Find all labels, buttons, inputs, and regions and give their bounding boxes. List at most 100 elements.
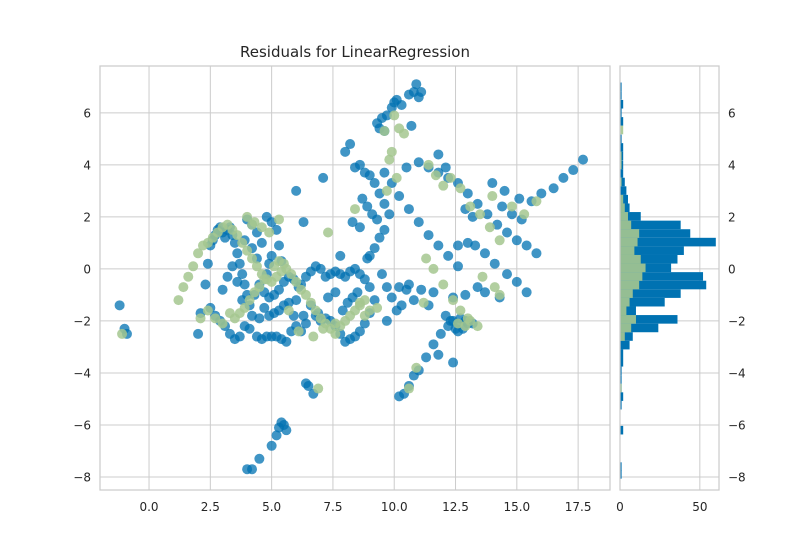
scatter-point [291, 276, 302, 287]
scatter-point [271, 430, 282, 441]
scatter-point [433, 349, 444, 360]
y-tick-label: 6 [83, 106, 91, 120]
histogram-bar [620, 462, 622, 471]
scatter-gridlines [100, 66, 610, 490]
scatter-point [416, 284, 427, 295]
histogram-bar [620, 246, 684, 255]
scatter-point [354, 159, 365, 170]
scatter-point [386, 146, 397, 157]
histogram-bar [620, 151, 622, 161]
scatter-point [438, 279, 449, 290]
x-tick-label: 2.5 [201, 500, 220, 514]
scatter-point [548, 183, 559, 194]
scatter-point [506, 201, 517, 212]
histogram-bar [620, 134, 622, 144]
scatter-point [227, 261, 238, 272]
scatter-point [369, 178, 380, 189]
histogram-bar [620, 306, 636, 316]
scatter-point [202, 305, 213, 316]
scatter-point [372, 118, 383, 129]
scatter-point [472, 321, 483, 332]
histogram-bar [620, 323, 659, 333]
scatter-point [247, 219, 258, 230]
scatter-point [217, 284, 228, 295]
scatter-point [413, 217, 424, 228]
scatter-point [300, 318, 311, 329]
residuals-histogram: 0 50 6 4 2 0 −2 −4 −6 −8 [616, 65, 746, 514]
scatter-point [497, 201, 508, 212]
scatter-point [494, 235, 505, 246]
scatter-point [362, 201, 373, 212]
scatter-point [433, 149, 444, 160]
scatter-point [403, 279, 414, 290]
scatter-point [423, 230, 434, 241]
histogram-bar [620, 289, 633, 298]
scatter-point [479, 248, 490, 259]
scatter-point [484, 222, 495, 233]
scatter-point [273, 284, 284, 295]
scatter-point [222, 271, 233, 282]
scatter-point [440, 162, 451, 173]
scatter-point [514, 193, 525, 204]
scatter-point [173, 295, 184, 306]
scatter-point [428, 263, 439, 274]
x-tick-label: 5.0 [262, 500, 281, 514]
x-tick-label: 17.5 [565, 500, 592, 514]
x-tick-label: 15.0 [503, 500, 530, 514]
histogram-bar [620, 203, 625, 213]
scatter-point [283, 297, 294, 308]
x-tick-label: 12.5 [442, 500, 469, 514]
histogram-bar [620, 229, 640, 238]
scatter-point [430, 170, 441, 181]
histogram-bar [620, 357, 624, 367]
histogram-bar [620, 194, 628, 204]
scatter-point [318, 172, 329, 183]
histogram-bar [620, 220, 632, 230]
scatter-point [558, 172, 569, 183]
scatter-point [452, 326, 463, 337]
scatter-point [403, 383, 414, 394]
histogram-bar [620, 263, 646, 273]
scatter-point [494, 289, 505, 300]
hist-y-tick-label: 4 [728, 158, 736, 172]
scatter-point [455, 183, 466, 194]
scatter-point [506, 209, 517, 220]
scatter-point [452, 261, 463, 272]
histogram-frame [619, 65, 720, 491]
scatter-point [384, 209, 395, 220]
scatter-point [465, 201, 476, 212]
histogram-bar [620, 425, 624, 435]
histogram-bar [620, 323, 632, 333]
histogram-bar [620, 125, 624, 135]
scatter-point [372, 302, 383, 313]
scatter-point [330, 318, 341, 329]
scatter-point [256, 222, 267, 233]
histogram-bar [620, 470, 622, 479]
scatter-point [291, 185, 302, 196]
hist-y-tick-label: 6 [728, 106, 736, 120]
scatter-point [308, 331, 319, 342]
scatter-point [489, 258, 500, 269]
scatter-point [411, 362, 422, 373]
scatter-point [369, 295, 380, 306]
histogram-bar [620, 272, 704, 281]
scatter-point [254, 313, 265, 324]
scatter-point [460, 289, 471, 300]
scatter-point [487, 191, 498, 202]
scatter-point [323, 227, 334, 238]
scatter-point [237, 295, 248, 306]
scatter-point [256, 237, 267, 248]
scatter-point [511, 235, 522, 246]
scatter-point [300, 289, 311, 300]
scatter-point [298, 310, 309, 321]
scatter-point [472, 282, 483, 293]
scatter-point [357, 193, 368, 204]
histogram-bar [620, 306, 627, 316]
scatter-point [229, 237, 240, 248]
histogram-bar [620, 297, 630, 307]
x-tick-label: 0.0 [139, 500, 158, 514]
scatter-point [369, 243, 380, 254]
scatter-point [193, 328, 204, 339]
scatter-point [438, 180, 449, 191]
y-tick-label: 2 [83, 210, 91, 224]
